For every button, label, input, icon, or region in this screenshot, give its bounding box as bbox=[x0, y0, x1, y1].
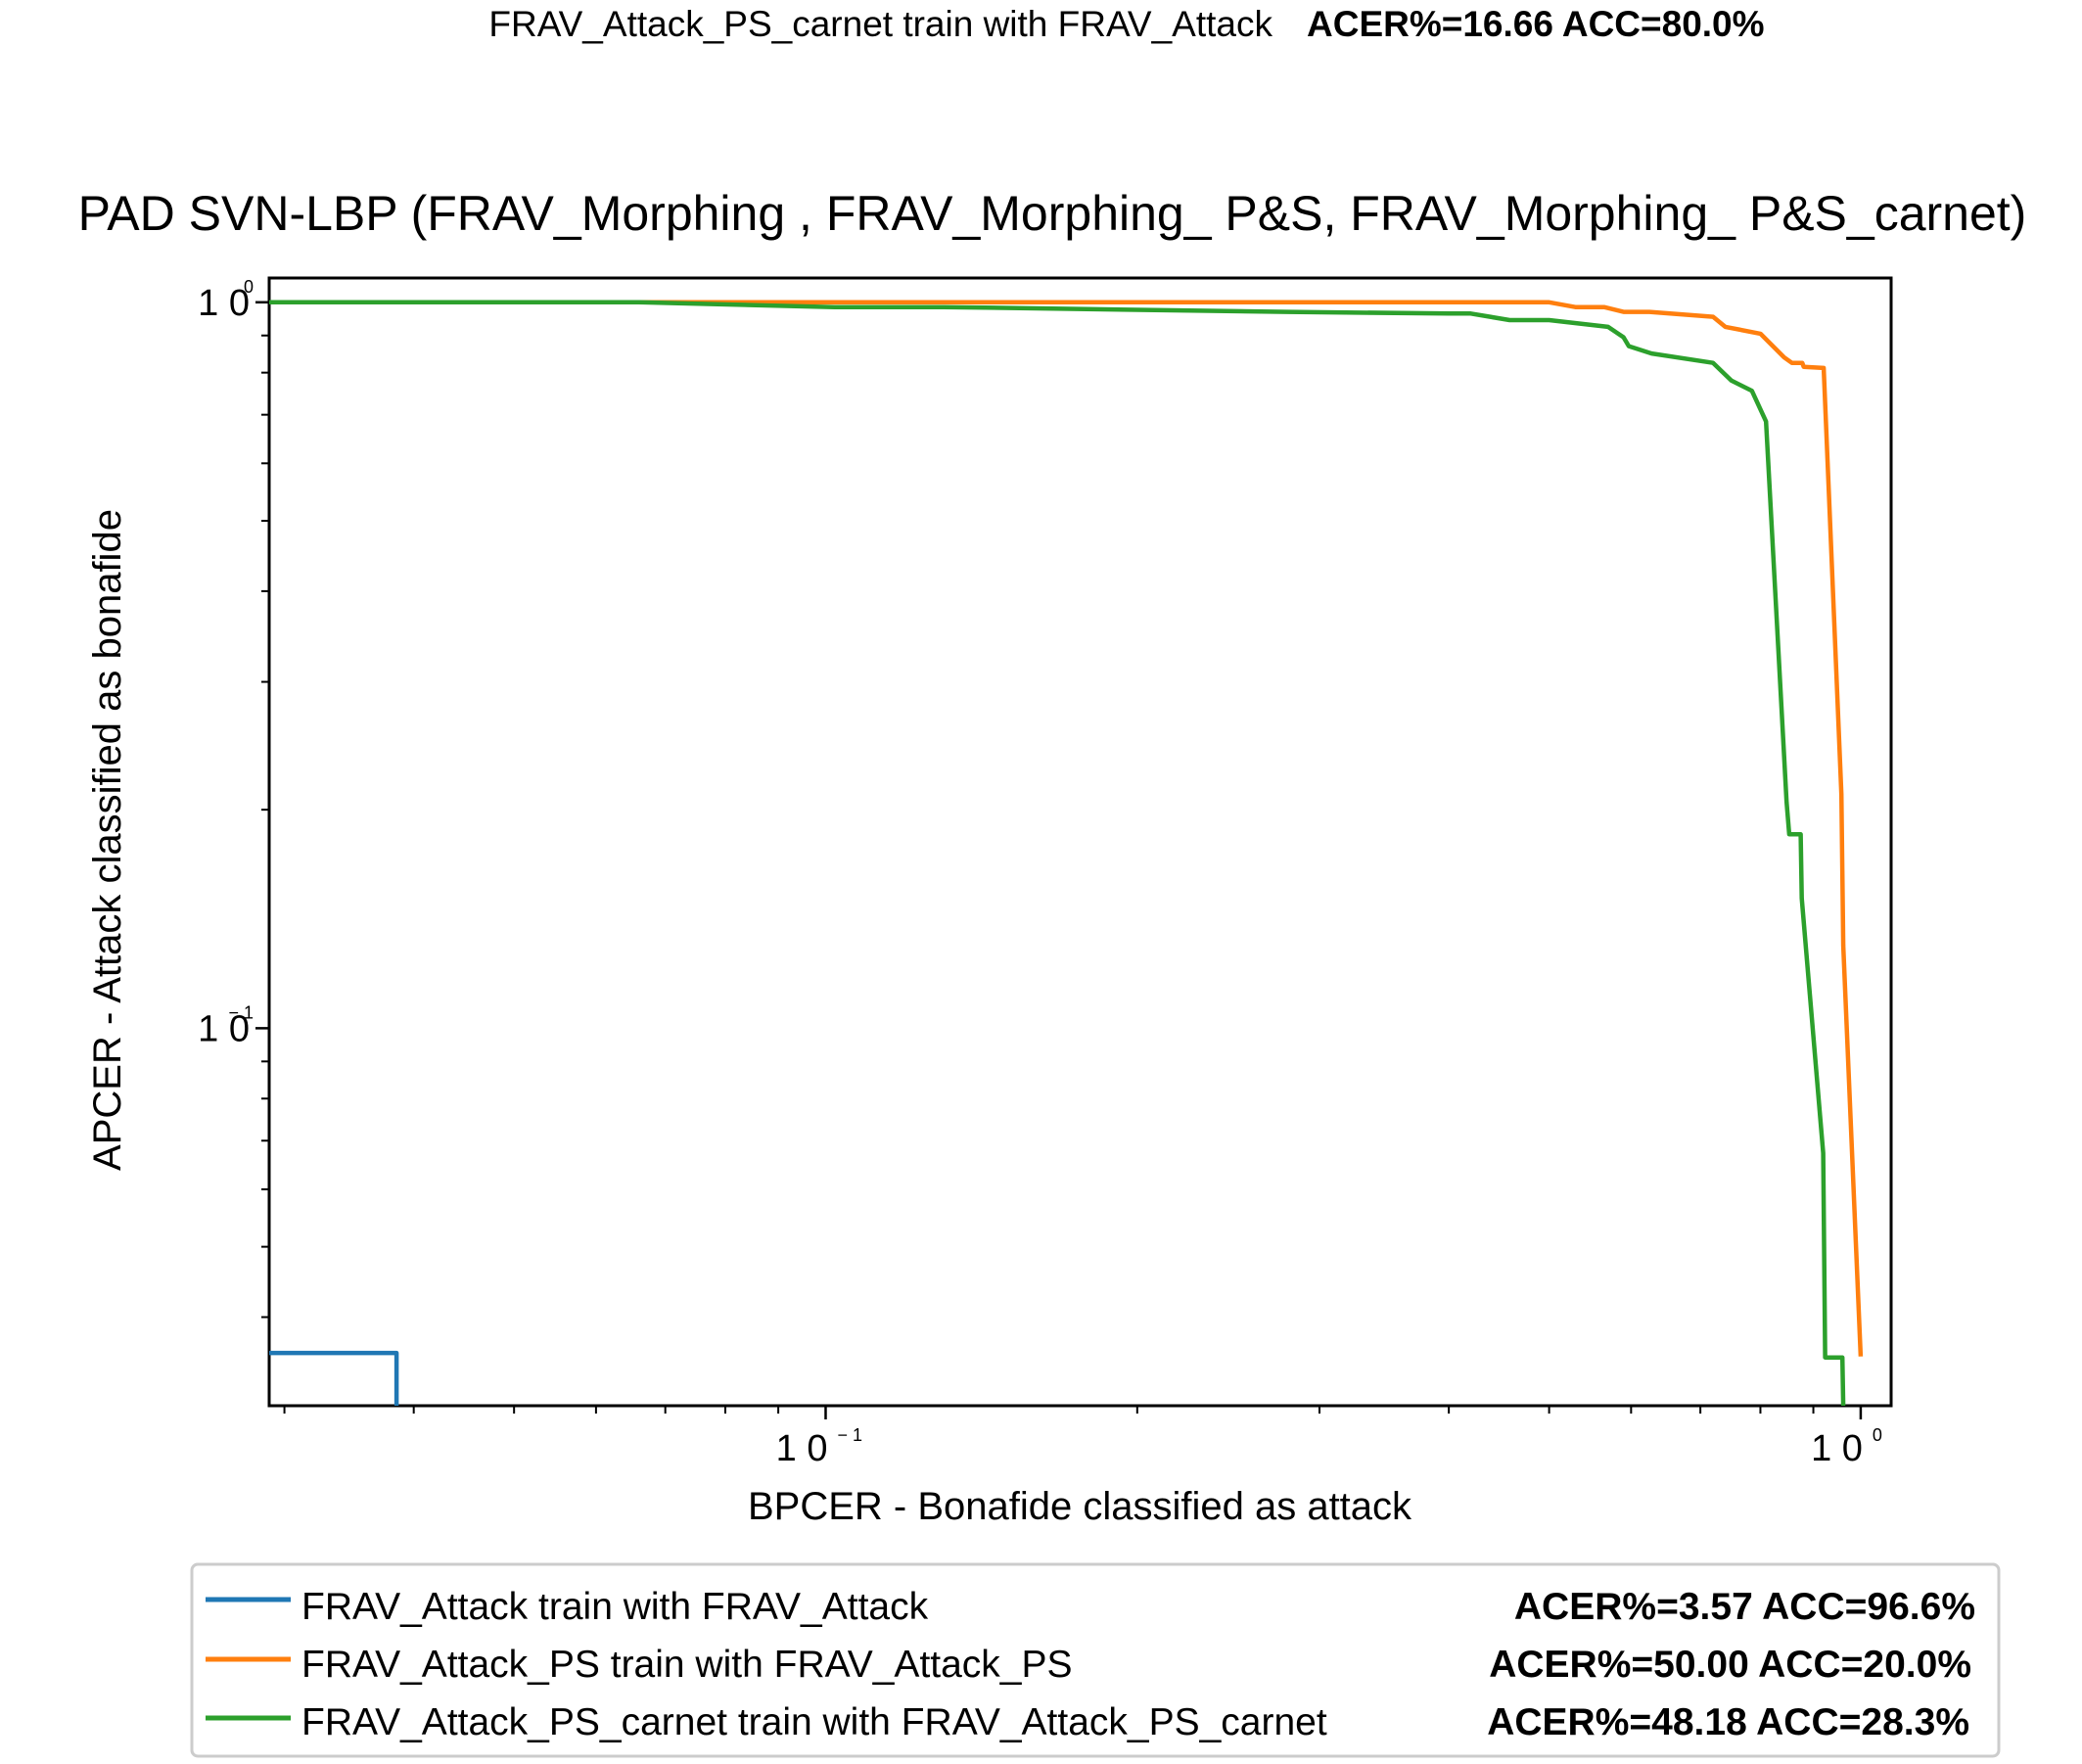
legend-metrics: ACER%=48.18 ACC=28.3% bbox=[1487, 1701, 1969, 1743]
series-line-1 bbox=[269, 300, 1864, 1357]
y-tick-label: 1 0 bbox=[198, 283, 250, 324]
header-text: FRAV_Attack_PS_carnet train with FRAV_At… bbox=[488, 4, 1272, 44]
x-axis-label: BPCER - Bonafide classified as attack bbox=[748, 1485, 1412, 1528]
series-layer bbox=[269, 300, 1864, 1407]
legend-entry: FRAV_Attack_PS train with FRAV_Attack_PS… bbox=[206, 1644, 1971, 1686]
legend-entry: FRAV_Attack train with FRAV_Attack ACER%… bbox=[206, 1586, 1975, 1628]
legend-label: FRAV_Attack_PS train with FRAV_Attack_PS bbox=[301, 1644, 1073, 1686]
legend-box bbox=[190, 1562, 2001, 1758]
chart-title: PAD SVN-LBP (FRAV_Morphing , FRAV_Morphi… bbox=[78, 186, 2027, 241]
x-tick-exponent: − 1 bbox=[837, 1425, 862, 1445]
legend-metrics: ACER%=50.00 ACC=20.0% bbox=[1489, 1644, 1971, 1686]
series-line-0 bbox=[269, 1350, 399, 1406]
plot-frame bbox=[267, 276, 1893, 1408]
y-tick-exponent: − 1 bbox=[228, 1002, 254, 1022]
y-tick-exponent: 0 bbox=[244, 277, 254, 297]
header-metrics: ACER%=16.66 ACC=80.0% bbox=[1307, 4, 1765, 44]
legend-label: FRAV_Attack train with FRAV_Attack bbox=[301, 1586, 929, 1628]
legend-entry: FRAV_Attack_PS_carnet train with FRAV_At… bbox=[206, 1701, 1969, 1743]
y-tick-label: 1 0 bbox=[198, 1008, 250, 1049]
legend: FRAV_Attack train with FRAV_Attack ACER%… bbox=[190, 1562, 2001, 1758]
y-axis-label: APCER - Attack classified as bonafide bbox=[86, 509, 129, 1171]
x-tick-label: 1 0 bbox=[1811, 1428, 1863, 1469]
series-line-2 bbox=[269, 300, 1846, 1407]
x-tick-label: 1 0 bbox=[776, 1428, 828, 1469]
x-tick-exponent: 0 bbox=[1873, 1425, 1882, 1445]
legend-label: FRAV_Attack_PS_carnet train with FRAV_At… bbox=[301, 1701, 1327, 1743]
legend-metrics: ACER%=3.57 ACC=96.6% bbox=[1514, 1586, 1975, 1628]
